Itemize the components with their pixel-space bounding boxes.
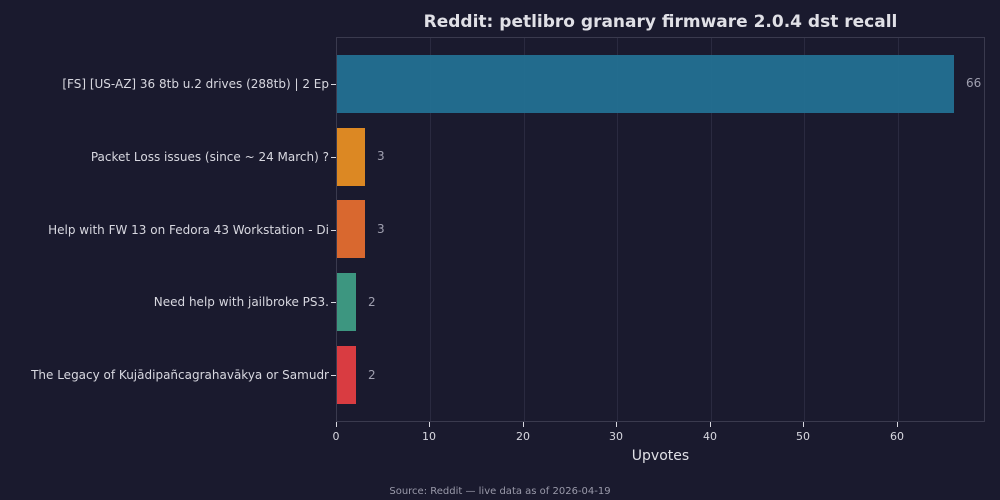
y-tick-label: Packet Loss issues (since ~ 24 March) ? (90, 150, 329, 164)
x-tick-label: 40 (703, 430, 717, 443)
chart-title: Reddit: petlibro granary firmware 2.0.4 … (423, 12, 898, 32)
gridline (524, 38, 525, 421)
y-tick (331, 157, 336, 158)
x-tick-label: 50 (796, 430, 810, 443)
y-tick (331, 230, 336, 231)
y-tick-label: Help with FW 13 on Fedora 43 Workstation… (48, 223, 329, 237)
gridline (711, 38, 712, 421)
value-label: 3 (377, 222, 385, 236)
bar-2 (337, 200, 365, 258)
value-label: 66 (966, 76, 982, 90)
gridline (898, 38, 899, 421)
gridline (430, 38, 431, 421)
y-tick-label: The Legacy of Kujādipañcagrahavākya or S… (31, 368, 329, 382)
x-tick (429, 422, 430, 427)
bar-3 (337, 273, 356, 331)
y-tick (331, 302, 336, 303)
y-tick-label: [FS] [US-AZ] 36 8tb u.2 drives (288tb) |… (62, 77, 329, 91)
plot-area: 66 3 3 2 2 (336, 37, 985, 422)
x-tick (336, 422, 337, 427)
value-label: 3 (377, 149, 385, 163)
x-tick-label: 10 (422, 430, 436, 443)
value-label: 2 (368, 295, 376, 309)
y-tick (331, 375, 336, 376)
bar-0 (337, 55, 954, 113)
y-tick-label: Need help with jailbroke PS3. (153, 295, 329, 309)
bar-4 (337, 346, 356, 404)
value-label: 2 (368, 368, 376, 382)
x-tick-label: 0 (332, 430, 340, 443)
x-tick-label: 20 (516, 430, 530, 443)
y-tick (331, 84, 336, 85)
x-tick (710, 422, 711, 427)
x-tick-label: 60 (890, 430, 904, 443)
x-tick (803, 422, 804, 427)
source-note: Source: Reddit — live data as of 2026-04… (389, 486, 611, 497)
x-tick-label: 30 (609, 430, 623, 443)
x-tick (616, 422, 617, 427)
x-axis-label: Upvotes (631, 448, 690, 464)
gridline (804, 38, 805, 421)
bar-1 (337, 128, 365, 186)
x-tick (897, 422, 898, 427)
x-tick (523, 422, 524, 427)
gridline (617, 38, 618, 421)
